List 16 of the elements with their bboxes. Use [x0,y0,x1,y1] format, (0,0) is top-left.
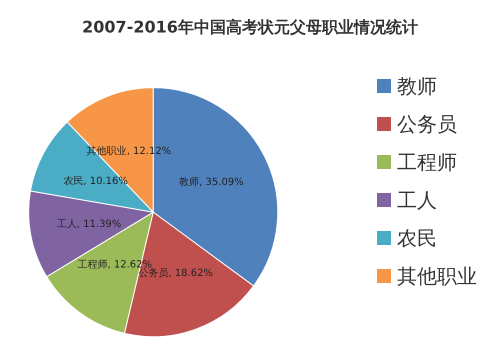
legend-label: 公务员 [397,112,457,136]
slice-label: 农民 [63,176,84,187]
legend-label: 其他职业 [397,264,477,288]
slice-label: 教师 [179,177,200,188]
slice-label: 工程师 [78,259,108,270]
legend-label: 工程师 [397,150,457,174]
legend-label: 教师 [397,74,437,98]
chart-title: 2007-2016年中国高考状元父母职业情况统计 [82,18,418,36]
data-label: , 35.09% [199,177,244,188]
legend-label: 工人 [397,188,437,212]
slice-label: 工人 [56,218,77,230]
slice-label: 公务员 [138,266,168,279]
slice-label: 其他职业 [86,145,127,158]
data-label: , 11.39% [76,218,122,230]
data-label: , 18.62% [168,268,213,279]
legend-label: 农民 [397,226,437,250]
